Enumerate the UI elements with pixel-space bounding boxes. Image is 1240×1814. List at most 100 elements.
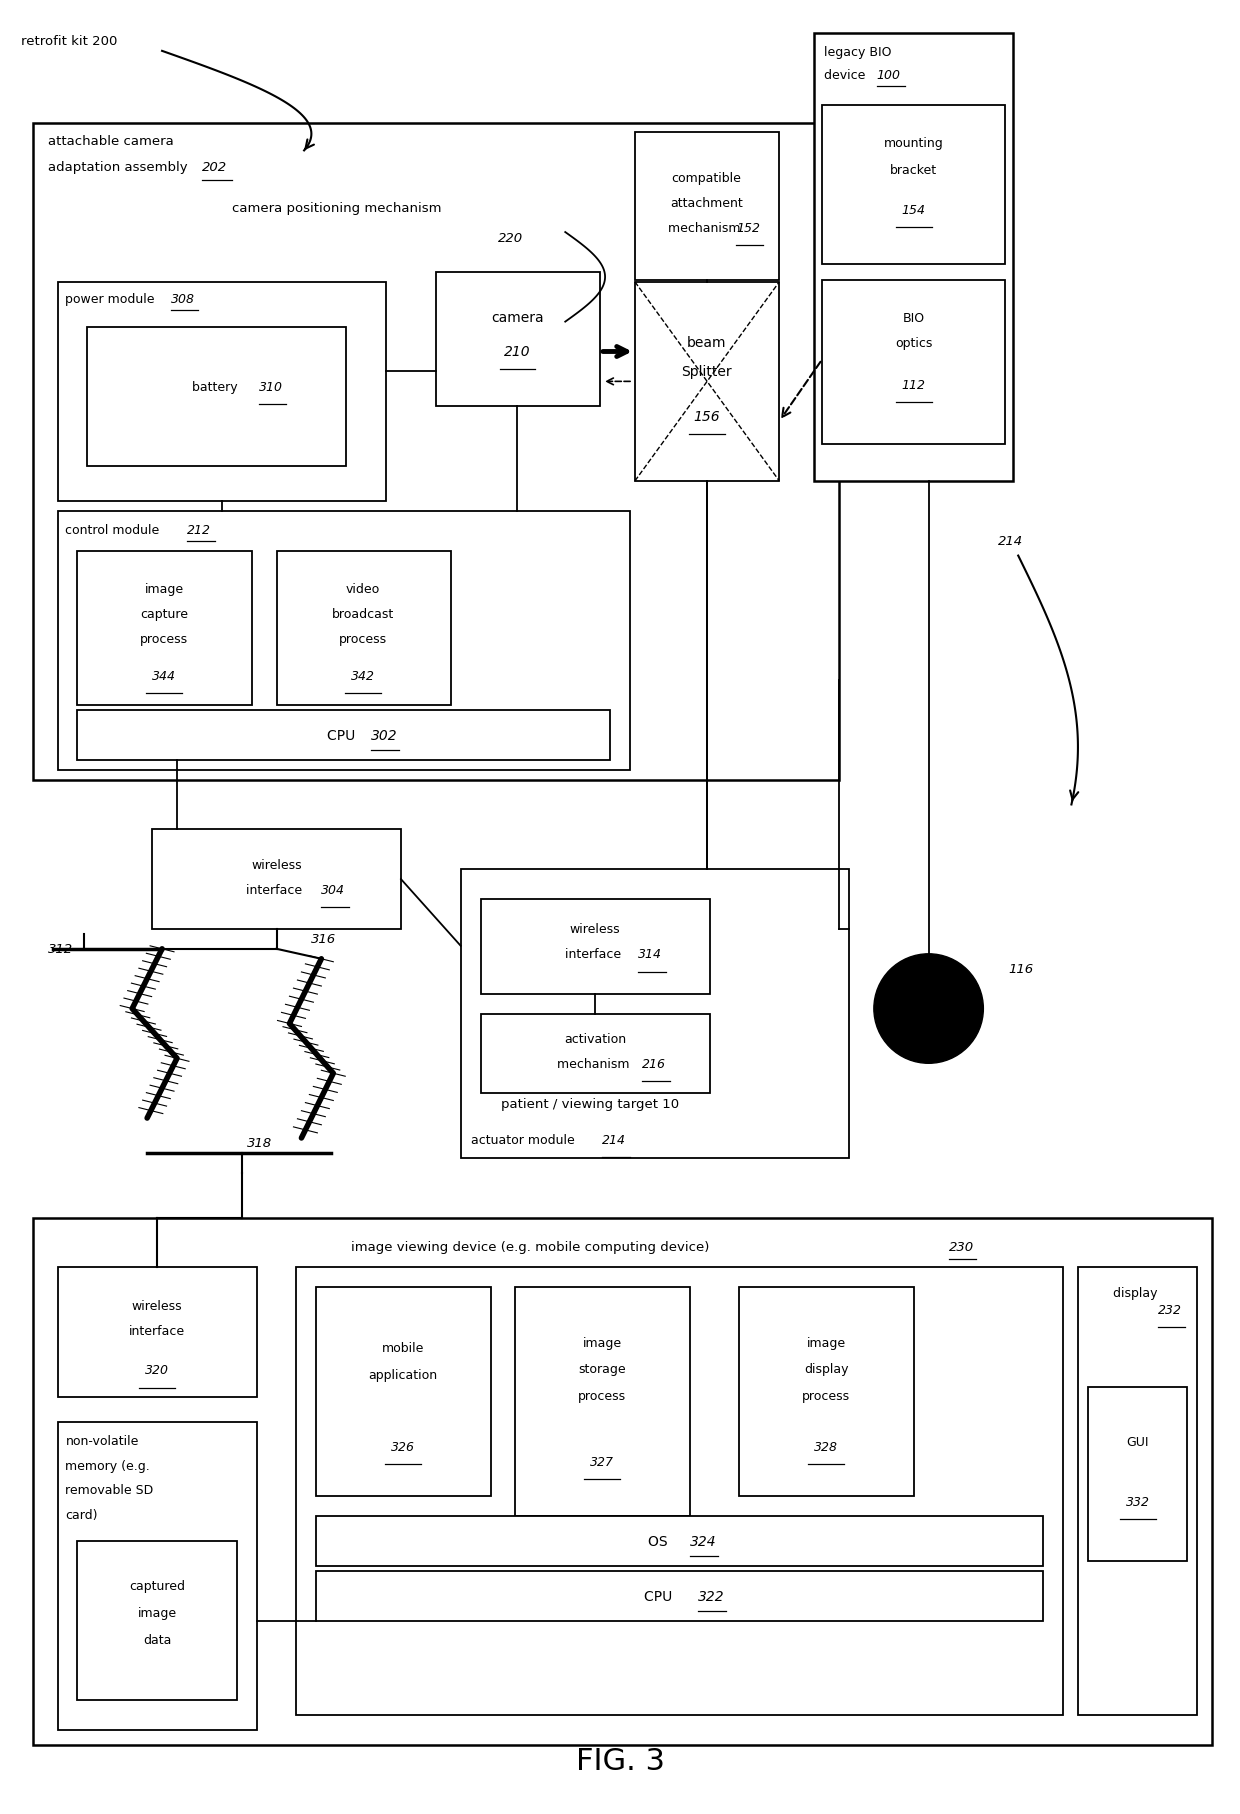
Bar bbox=[57, 1422, 257, 1731]
Text: 304: 304 bbox=[321, 883, 346, 896]
Text: compatible: compatible bbox=[672, 172, 742, 185]
Text: GUI: GUI bbox=[1126, 1435, 1149, 1448]
Text: process: process bbox=[578, 1390, 626, 1402]
Text: 154: 154 bbox=[901, 203, 926, 216]
Bar bbox=[822, 105, 1006, 265]
Bar bbox=[481, 1014, 709, 1094]
Bar bbox=[316, 1288, 491, 1497]
Text: 308: 308 bbox=[171, 292, 195, 305]
Text: 322: 322 bbox=[698, 1589, 724, 1604]
Bar bbox=[77, 1542, 237, 1700]
Text: 112: 112 bbox=[901, 379, 926, 392]
Text: 232: 232 bbox=[1158, 1302, 1182, 1315]
Text: 152: 152 bbox=[737, 221, 760, 234]
Text: process: process bbox=[802, 1390, 851, 1402]
Circle shape bbox=[874, 954, 983, 1063]
Text: 230: 230 bbox=[949, 1239, 973, 1253]
Bar bbox=[77, 711, 610, 760]
Text: storage: storage bbox=[578, 1362, 626, 1375]
Text: actuator module: actuator module bbox=[471, 1134, 578, 1146]
Text: device: device bbox=[825, 69, 869, 82]
Text: activation: activation bbox=[564, 1032, 626, 1045]
Text: 342: 342 bbox=[351, 669, 376, 682]
Text: attachable camera: attachable camera bbox=[47, 136, 174, 149]
Text: mechanism: mechanism bbox=[557, 1058, 634, 1070]
Text: display: display bbox=[1114, 1286, 1162, 1299]
Text: BIO: BIO bbox=[903, 312, 925, 325]
Text: 320: 320 bbox=[145, 1364, 169, 1377]
Text: battery: battery bbox=[192, 381, 242, 394]
Text: 216: 216 bbox=[642, 1058, 666, 1070]
Text: wireless: wireless bbox=[570, 923, 620, 936]
Bar bbox=[461, 869, 849, 1157]
Text: interface: interface bbox=[565, 947, 625, 961]
Text: 324: 324 bbox=[689, 1535, 717, 1549]
Text: 332: 332 bbox=[1126, 1495, 1149, 1507]
Text: data: data bbox=[143, 1633, 171, 1647]
Text: card): card) bbox=[66, 1509, 98, 1522]
Text: 202: 202 bbox=[202, 161, 227, 174]
Text: 220: 220 bbox=[498, 232, 523, 245]
Text: 318: 318 bbox=[247, 1137, 272, 1150]
Text: adaptation assembly: adaptation assembly bbox=[47, 161, 191, 174]
Text: bracket: bracket bbox=[890, 163, 937, 176]
Text: patient / viewing target 10: patient / viewing target 10 bbox=[501, 1097, 678, 1110]
Text: mounting: mounting bbox=[884, 136, 944, 151]
Text: 214: 214 bbox=[998, 535, 1023, 548]
Text: 314: 314 bbox=[637, 947, 662, 961]
Text: 212: 212 bbox=[187, 524, 211, 537]
Text: non-volatile: non-volatile bbox=[66, 1433, 139, 1448]
Bar bbox=[822, 281, 1006, 444]
Text: image: image bbox=[145, 582, 184, 595]
Text: capture: capture bbox=[140, 608, 188, 620]
Text: image: image bbox=[138, 1607, 176, 1620]
Bar bbox=[57, 1268, 257, 1397]
Text: 210: 210 bbox=[505, 345, 531, 359]
Bar bbox=[87, 328, 346, 466]
Text: mechanism: mechanism bbox=[668, 221, 745, 234]
Text: retrofit kit 200: retrofit kit 200 bbox=[21, 36, 117, 49]
Bar bbox=[57, 283, 386, 501]
Text: video: video bbox=[346, 582, 381, 595]
Text: power module: power module bbox=[66, 292, 159, 305]
Text: FIG. 3: FIG. 3 bbox=[575, 1745, 665, 1774]
Text: wireless: wireless bbox=[252, 858, 301, 871]
Bar bbox=[316, 1517, 1043, 1565]
Bar bbox=[153, 829, 401, 929]
Text: Splitter: Splitter bbox=[681, 365, 732, 379]
Bar bbox=[635, 283, 779, 483]
Text: 328: 328 bbox=[815, 1440, 838, 1453]
Text: 312: 312 bbox=[47, 943, 73, 956]
Text: camera positioning mechanism: camera positioning mechanism bbox=[232, 201, 441, 214]
Text: process: process bbox=[339, 633, 387, 646]
Text: control module: control module bbox=[66, 524, 164, 537]
Bar bbox=[277, 551, 451, 706]
Bar bbox=[1087, 1388, 1188, 1562]
Text: image: image bbox=[806, 1335, 846, 1350]
Bar bbox=[316, 1571, 1043, 1622]
Bar bbox=[296, 1268, 1063, 1716]
Bar bbox=[57, 512, 630, 771]
Text: display: display bbox=[804, 1362, 848, 1375]
Text: interface: interface bbox=[247, 883, 306, 896]
Bar bbox=[32, 123, 839, 780]
Text: 326: 326 bbox=[391, 1440, 415, 1453]
Text: 310: 310 bbox=[259, 381, 283, 394]
Text: OS: OS bbox=[647, 1535, 672, 1549]
Bar bbox=[435, 272, 600, 406]
Bar bbox=[516, 1288, 689, 1517]
Bar bbox=[739, 1288, 914, 1497]
Text: broadcast: broadcast bbox=[332, 608, 394, 620]
Text: camera: camera bbox=[491, 310, 544, 325]
Bar bbox=[1078, 1268, 1198, 1716]
Text: 116: 116 bbox=[1008, 963, 1033, 976]
Text: 214: 214 bbox=[603, 1134, 626, 1146]
Text: mobile: mobile bbox=[382, 1341, 424, 1353]
Bar bbox=[481, 900, 709, 994]
Text: process: process bbox=[140, 633, 188, 646]
Text: CPU: CPU bbox=[327, 729, 360, 742]
Text: removable SD: removable SD bbox=[66, 1484, 154, 1497]
Text: interface: interface bbox=[129, 1324, 185, 1337]
Text: captured: captured bbox=[129, 1580, 185, 1593]
Text: CPU: CPU bbox=[644, 1589, 676, 1604]
